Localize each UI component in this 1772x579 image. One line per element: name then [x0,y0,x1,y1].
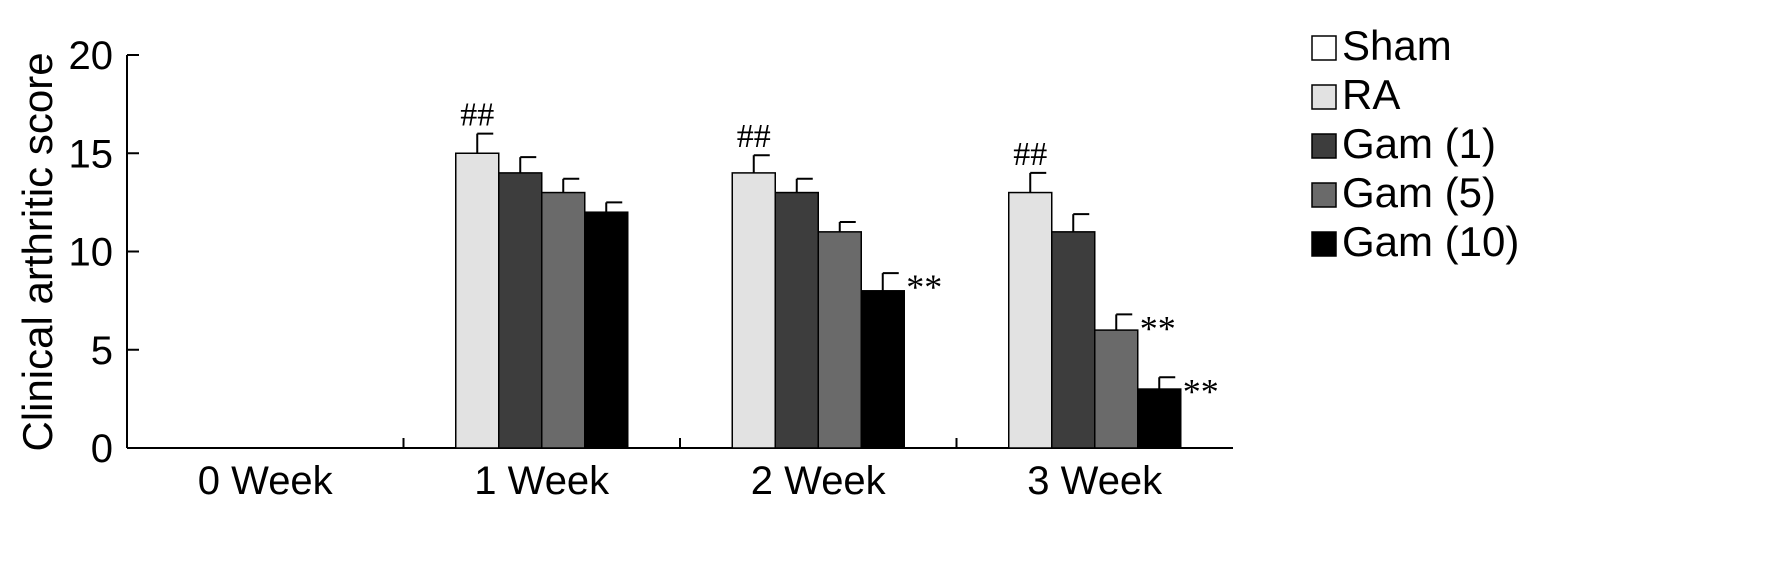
legend-label: Sham [1342,22,1452,69]
x-tick-label: 2 Week [751,459,887,503]
x-tick-label: 3 Week [1027,459,1163,503]
legend-swatch [1311,84,1337,110]
significance-hash-label: ## [1013,136,1047,173]
bar [584,211,629,449]
bar [731,172,776,449]
bar [1137,388,1182,449]
bar [1008,191,1053,449]
x-tick-label: 1 Week [474,459,610,503]
bar [1051,231,1096,449]
bar [541,191,586,449]
bar [774,191,819,449]
significance-hash-label: ## [460,97,494,134]
bar [498,172,543,449]
legend-label: RA [1342,71,1400,118]
legend-swatch [1311,35,1337,61]
y-tick-label: 20 [69,34,114,78]
x-tick-label: 0 Week [198,459,334,503]
significance-star-label: ** [1140,308,1176,348]
axes: 0 5 10 15 20 0 Week 1 Week 2 Week 3 Week [69,34,1233,503]
y-tick-label: 0 [91,427,113,471]
significance-hash-label: ## [737,118,771,155]
legend-swatch [1311,182,1337,208]
bar [860,290,905,449]
legend-label: Gam (5) [1342,169,1496,216]
significance-star-label: ** [906,267,942,307]
y-tick-label: 5 [91,329,113,373]
bar [1094,329,1139,449]
legend-swatch [1311,133,1337,159]
bar [455,152,500,449]
y-axis-label: Clinical arthritic score [14,52,61,451]
legend-label: Gam (1) [1342,120,1496,167]
bar [817,231,862,449]
bars: ####**##**** [455,97,1219,449]
y-axis-label-group: Clinical arthritic score [14,52,61,451]
y-tick-label: 10 [69,231,114,275]
y-tick-label: 15 [69,132,114,176]
legend-swatch [1311,231,1337,257]
legend-label: Gam (10) [1342,218,1519,265]
significance-star-label: ** [1183,371,1219,411]
